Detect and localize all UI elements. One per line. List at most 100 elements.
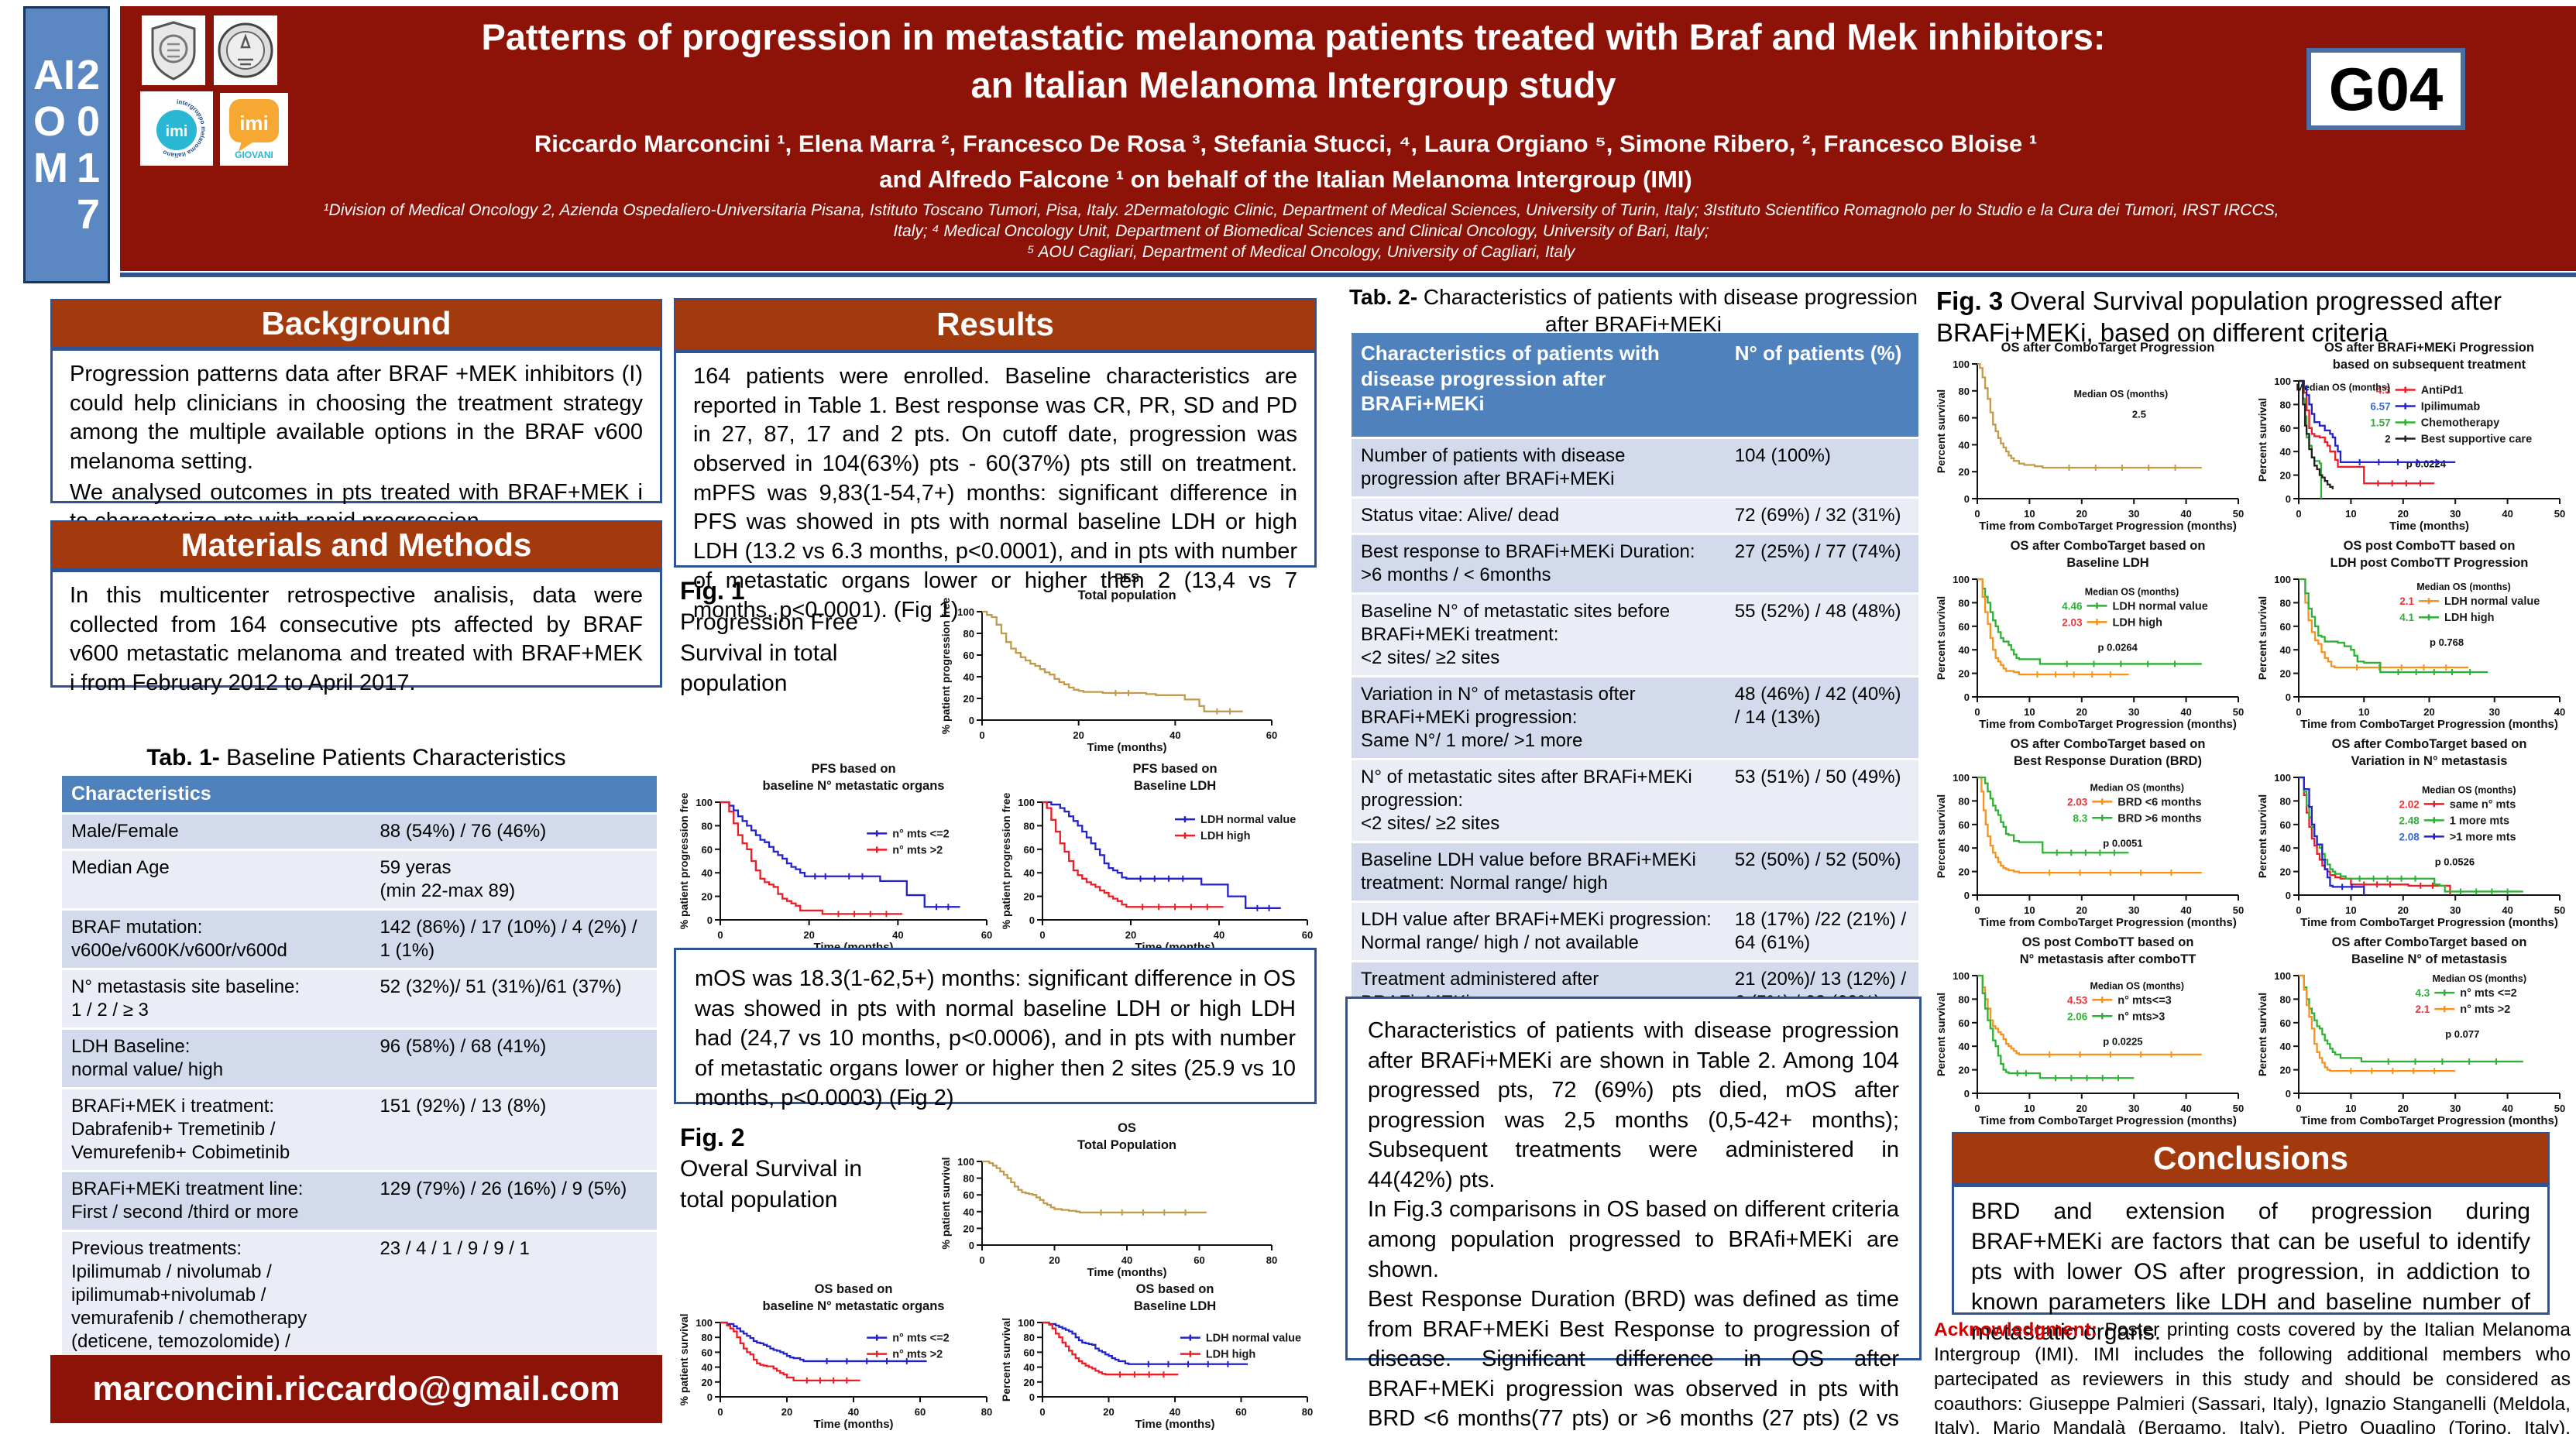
svg-text:10: 10	[2024, 904, 2035, 916]
table-cell: Baseline N° of metastatic sites before B…	[1352, 593, 1726, 676]
svg-text:Percent survival: Percent survival	[1935, 794, 1947, 878]
svg-text:0: 0	[1964, 691, 1970, 703]
svg-text:50: 50	[2233, 1103, 2244, 1114]
svg-text:OS after ComboTarget based on: OS after ComboTarget based on	[2332, 737, 2527, 751]
svg-text:AntiPd1: AntiPd1	[2421, 385, 2464, 397]
os-by-metastatic-organs-chart: OS based on baseline N° metastatic organs…	[677, 1281, 996, 1432]
svg-text:20: 20	[1959, 866, 1970, 878]
table1-caption: Tab. 1- Baseline Patients Characteristic…	[50, 745, 662, 771]
svg-text:100: 100	[2274, 574, 2291, 585]
svg-text:% patient progression free: % patient progression free	[1000, 792, 1012, 929]
svg-text:20: 20	[1125, 929, 1136, 941]
imi-giovani-icon: imi GIOVANI	[229, 99, 279, 160]
svg-text:40: 40	[1170, 1406, 1180, 1418]
table-row: Best response to BRAFi+MEKi Duration: >6…	[1352, 533, 1918, 593]
authors-line1: Riccardo Marconcini ¹, Elena Marra ², Fr…	[534, 130, 2038, 157]
svg-text:LDH normal value: LDH normal value	[1200, 814, 1296, 826]
table-cell: 129 (79%) / 26 (16%) / 9 (5%)	[370, 1171, 657, 1231]
table-cell: Number of patients with disease progress…	[1352, 437, 1726, 497]
svg-text:6.57: 6.57	[2370, 401, 2390, 413]
os-after-combotarget-progression-chart: OS after ComboTarget Progression 0 20 40 60 8…	[1934, 339, 2248, 534]
svg-text:Percent survival: Percent survival	[2256, 794, 2269, 878]
table-cell: LDH Baseline: normal value/ high	[62, 1028, 371, 1089]
svg-text:0: 0	[1029, 914, 1035, 926]
svg-text:2.1: 2.1	[2399, 595, 2414, 607]
svg-text:4.46: 4.46	[2062, 600, 2083, 612]
header-banner	[120, 6, 2576, 271]
os-post-combott-metastasis-chart: OS post ComboTT based on N° metastasis af…	[1934, 934, 2248, 1129]
svg-text:100: 100	[1953, 970, 1970, 982]
svg-text:40: 40	[1959, 644, 1970, 656]
table-cell: Variation in N° of metastasis ofter BRAF…	[1352, 676, 1726, 759]
svg-text:BRD <6 months: BRD <6 months	[2117, 796, 2201, 808]
svg-text:80: 80	[981, 1406, 992, 1418]
svg-text:OS based on: OS based on	[1136, 1282, 1214, 1296]
svg-text:30: 30	[2128, 508, 2139, 520]
table-row: Male/Female 88 (54%) / 76 (46%)	[62, 813, 657, 850]
svg-text:40: 40	[1959, 1041, 1970, 1052]
svg-text:OS: OS	[1118, 1121, 1136, 1135]
svg-text:50: 50	[2554, 1103, 2565, 1114]
acknowledgment-text: Poster printing costs covered by the Ita…	[1934, 1319, 2571, 1434]
svg-text:40: 40	[2502, 1103, 2512, 1114]
figure2-number: Fig. 2	[680, 1124, 745, 1151]
svg-text:40: 40	[963, 671, 974, 683]
svg-text:40: 40	[2180, 1103, 2191, 1114]
svg-text:80: 80	[2280, 795, 2291, 807]
header-divider	[120, 273, 2576, 277]
mos-results-note: mOS was 18.3(1-62,5+) months: significan…	[674, 948, 1317, 1110]
svg-text:100: 100	[2274, 970, 2291, 982]
svg-text:40: 40	[1170, 729, 1180, 741]
svg-text:2.5: 2.5	[2132, 409, 2146, 420]
table-cell: 18 (17%) /22 (21%) / 64 (61%)	[1725, 901, 1918, 961]
table-cell: 27 (25%) / 77 (74%)	[1725, 533, 1918, 593]
svg-text:n° mts>3: n° mts>3	[2117, 1010, 2165, 1023]
os-total-population-chart: OS Total Population 0 20 40 60 80 100 0 20 40 60 80 T…	[939, 1120, 1281, 1281]
svg-text:10: 10	[2358, 706, 2369, 718]
background-section-header: Background	[50, 299, 662, 348]
poster-title-line1: Patterns of progression in metastatic me…	[481, 16, 2106, 57]
results-section-header: Results	[674, 298, 1317, 351]
methods-section-header: Materials and Methods	[50, 520, 662, 570]
svg-text:100: 100	[696, 797, 713, 808]
svg-text:80: 80	[2280, 993, 2291, 1005]
os-post-combott-ldh-chart: OS post ComboTT based on LDH post ComboTT…	[2255, 537, 2569, 732]
svg-text:60: 60	[1235, 1406, 1246, 1418]
svg-text:LDH high: LDH high	[2113, 616, 2162, 629]
svg-text:Percent survival: Percent survival	[1935, 993, 1947, 1076]
svg-text:10: 10	[2345, 508, 2356, 520]
svg-text:40: 40	[2180, 706, 2191, 718]
table-cell: 59 yeras (min 22-max 89)	[370, 849, 657, 910]
svg-text:Time from ComboTarget Progress: Time from ComboTarget Progression (month…	[2300, 916, 2558, 929]
badge-row: AI 2	[33, 52, 100, 98]
acknowledgment-label: Acknowledgment:	[1934, 1319, 2097, 1340]
svg-text:0: 0	[1974, 904, 1980, 916]
imi-giovani-logo: imi GIOVANI	[220, 93, 288, 166]
svg-text:% patient survival: % patient survival	[939, 1157, 952, 1249]
svg-text:Median OS (months): Median OS (months)	[2296, 383, 2391, 393]
table-cell: 53 (51%) / 50 (49%)	[1725, 759, 1918, 842]
svg-text:100: 100	[2274, 772, 2291, 784]
baseline-characteristics-table: Characteristics Male/Female 88 (54%) / 76 …	[62, 776, 657, 1384]
svg-text:Time (months): Time (months)	[813, 1418, 893, 1431]
svg-text:4.1: 4.1	[2399, 612, 2414, 623]
table-cell: Best response to BRAFi+MEKi Duration: >6…	[1352, 533, 1726, 593]
svg-text:80: 80	[1959, 386, 1970, 397]
table-header-row: Characteristics	[62, 776, 657, 814]
imi-intergruppo-logo: intergruppo melanoma italiano imi	[140, 91, 213, 166]
svg-text:0: 0	[707, 1391, 713, 1403]
svg-text:60: 60	[1024, 1347, 1035, 1358]
svg-text:40: 40	[2502, 508, 2512, 520]
svg-text:n° mts <=2: n° mts <=2	[892, 1333, 950, 1345]
svg-text:80: 80	[1959, 993, 1970, 1005]
svg-text:20: 20	[1024, 1377, 1035, 1388]
svg-text:LDH normal value: LDH normal value	[2113, 600, 2208, 612]
svg-text:p 0.768: p 0.768	[2430, 636, 2464, 648]
svg-text:60: 60	[981, 929, 992, 941]
university-seal-logo-2	[214, 15, 277, 85]
svg-text:Baseline N° of metastasis: Baseline N° of metastasis	[2351, 952, 2507, 966]
figure1-label: Fig. 1 Progression Free Survival in tota…	[680, 575, 936, 699]
table-row: Baseline N° of metastatic sites before B…	[1352, 593, 1918, 676]
svg-text:30: 30	[2128, 1103, 2139, 1114]
